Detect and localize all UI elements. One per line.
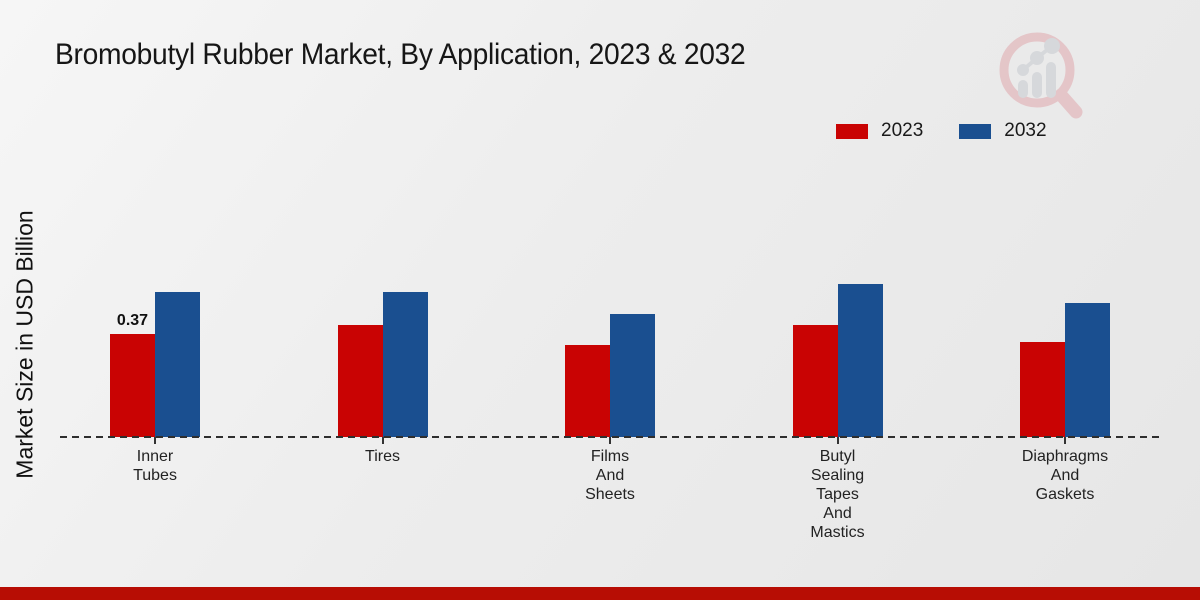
bar-2023-tires: [337, 325, 383, 437]
bar-2023-butyl-sealing-tapes-and-mastics: [792, 325, 838, 437]
legend-label-2032: 2032: [1004, 120, 1047, 141]
page-title: Bromobutyl Rubber Market, By Application…: [55, 38, 746, 71]
footer-accent-bar: [0, 587, 1200, 600]
bar-2023-inner-tubes: [110, 334, 155, 437]
x-axis-tick: [836, 437, 839, 444]
bar-2023-films-and-sheets: [565, 345, 610, 437]
legend: 2023 2032: [836, 120, 1047, 142]
legend-label-2023: 2023: [881, 120, 924, 141]
legend-swatch-2023: [836, 123, 868, 139]
legend-item-2032: 2032: [959, 120, 1047, 142]
bar-2032-inner-tubes: [155, 292, 200, 437]
legend-swatch-2032: [959, 123, 992, 139]
bar-value-label: 0.37: [116, 312, 149, 329]
magnifier-chart-logo-icon: [999, 32, 1083, 119]
category-label: Inner Tubes: [133, 448, 177, 484]
x-axis-tick: [609, 437, 611, 444]
bar-2032-tires: [382, 292, 428, 437]
legend-item-2023: 2023: [836, 120, 923, 142]
category-label: Diaphragms And Gaskets: [1021, 448, 1109, 503]
bar-2023-diaphragms-and-gaskets: [1020, 342, 1065, 437]
x-axis-tick: [1064, 437, 1066, 444]
x-axis-tick: [381, 437, 384, 444]
bar-2032-butyl-sealing-tapes-and-mastics: [837, 284, 883, 437]
category-label: Tires: [365, 448, 400, 465]
x-axis-tick: [154, 437, 156, 444]
category-label: Films And Sheets: [585, 448, 635, 503]
category-label: Butyl Sealing Tapes And Mastics: [810, 448, 865, 541]
bar-2032-films-and-sheets: [610, 314, 655, 437]
bar-2032-diaphragms-and-gaskets: [1065, 303, 1110, 437]
